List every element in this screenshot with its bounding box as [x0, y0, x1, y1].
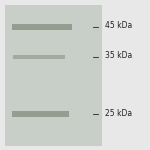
FancyBboxPatch shape — [12, 111, 69, 117]
Text: 25 kDa: 25 kDa — [105, 109, 132, 118]
FancyBboxPatch shape — [12, 24, 72, 30]
Text: 35 kDa: 35 kDa — [105, 51, 132, 60]
FancyBboxPatch shape — [4, 4, 102, 146]
Text: 45 kDa: 45 kDa — [105, 21, 132, 30]
FancyBboxPatch shape — [13, 55, 65, 59]
